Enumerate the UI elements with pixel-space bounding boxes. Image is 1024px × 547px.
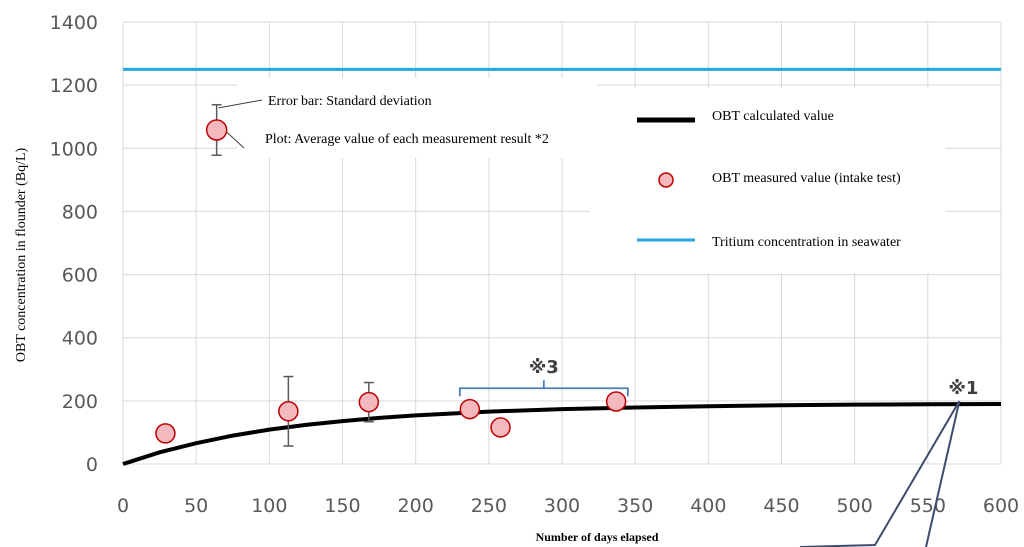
measured-point [358,391,380,413]
error-bar-callout-line [218,99,263,109]
bracket-3 [458,380,629,397]
x-tick-label: 600 [983,495,1019,517]
x-tick-label: 500 [837,495,873,517]
y-axis-label: OBT concentration in flounder (Bq/L) [14,147,29,362]
x-tick-label: 450 [763,495,799,517]
error-bar-label: Error bar: Standard deviation [268,94,432,109]
annotation-3-label: ※3 [529,357,559,378]
measured-points [155,375,627,447]
legend-measured-swatch [658,172,674,188]
x-axis-label: Number of days elapsed [536,530,659,544]
annotation-1-callout [799,400,961,547]
obt-calculated-line [122,402,1002,466]
measured-point [605,391,627,412]
x-tick-label: 0 [117,495,129,517]
plot-average-label: Plot: Average value of each measurement … [265,132,549,147]
plot-callout-line [226,131,245,149]
measured-point [278,401,299,422]
legend-sample-point [205,119,228,141]
error-legend-box [237,78,597,158]
measured-point [459,398,481,420]
y-tick-label: 400 [62,328,98,350]
measured-point [490,417,511,438]
x-tick-label: 200 [398,495,434,517]
x-tick-label: 550 [910,495,946,517]
y-tick-label: 1000 [50,138,98,160]
x-tick-label: 300 [544,495,580,517]
x-tick-label: 50 [184,495,208,517]
y-tick-label: 800 [62,201,98,223]
y-tick-label: 200 [62,391,98,413]
y-tick-label: 1400 [50,12,98,34]
y-tick-label: 600 [62,265,98,287]
x-tick-label: 400 [690,495,726,517]
y-tick-label: 0 [86,454,98,476]
y-tick-label: 1200 [50,75,98,97]
annotations: ※3 ※1 [458,357,978,547]
measured-point [155,423,176,444]
legend-calculated-label: OBT calculated value [712,109,834,124]
x-tick-label: 100 [251,495,287,517]
axes: 0 50 100 150 200 250 300 350 400 450 500 550 600 0 200… [50,12,1019,517]
x-tick-label: 350 [617,495,653,517]
error-legend [205,99,263,156]
x-tick-label: 250 [471,495,507,517]
legend-measured-label: OBT measured value (intake test) [712,171,901,186]
x-tick-label: 150 [324,495,360,517]
legend-tritium-label: Tritium concentration in seawater [712,235,901,250]
annotation-1-label: ※1 [948,378,978,399]
